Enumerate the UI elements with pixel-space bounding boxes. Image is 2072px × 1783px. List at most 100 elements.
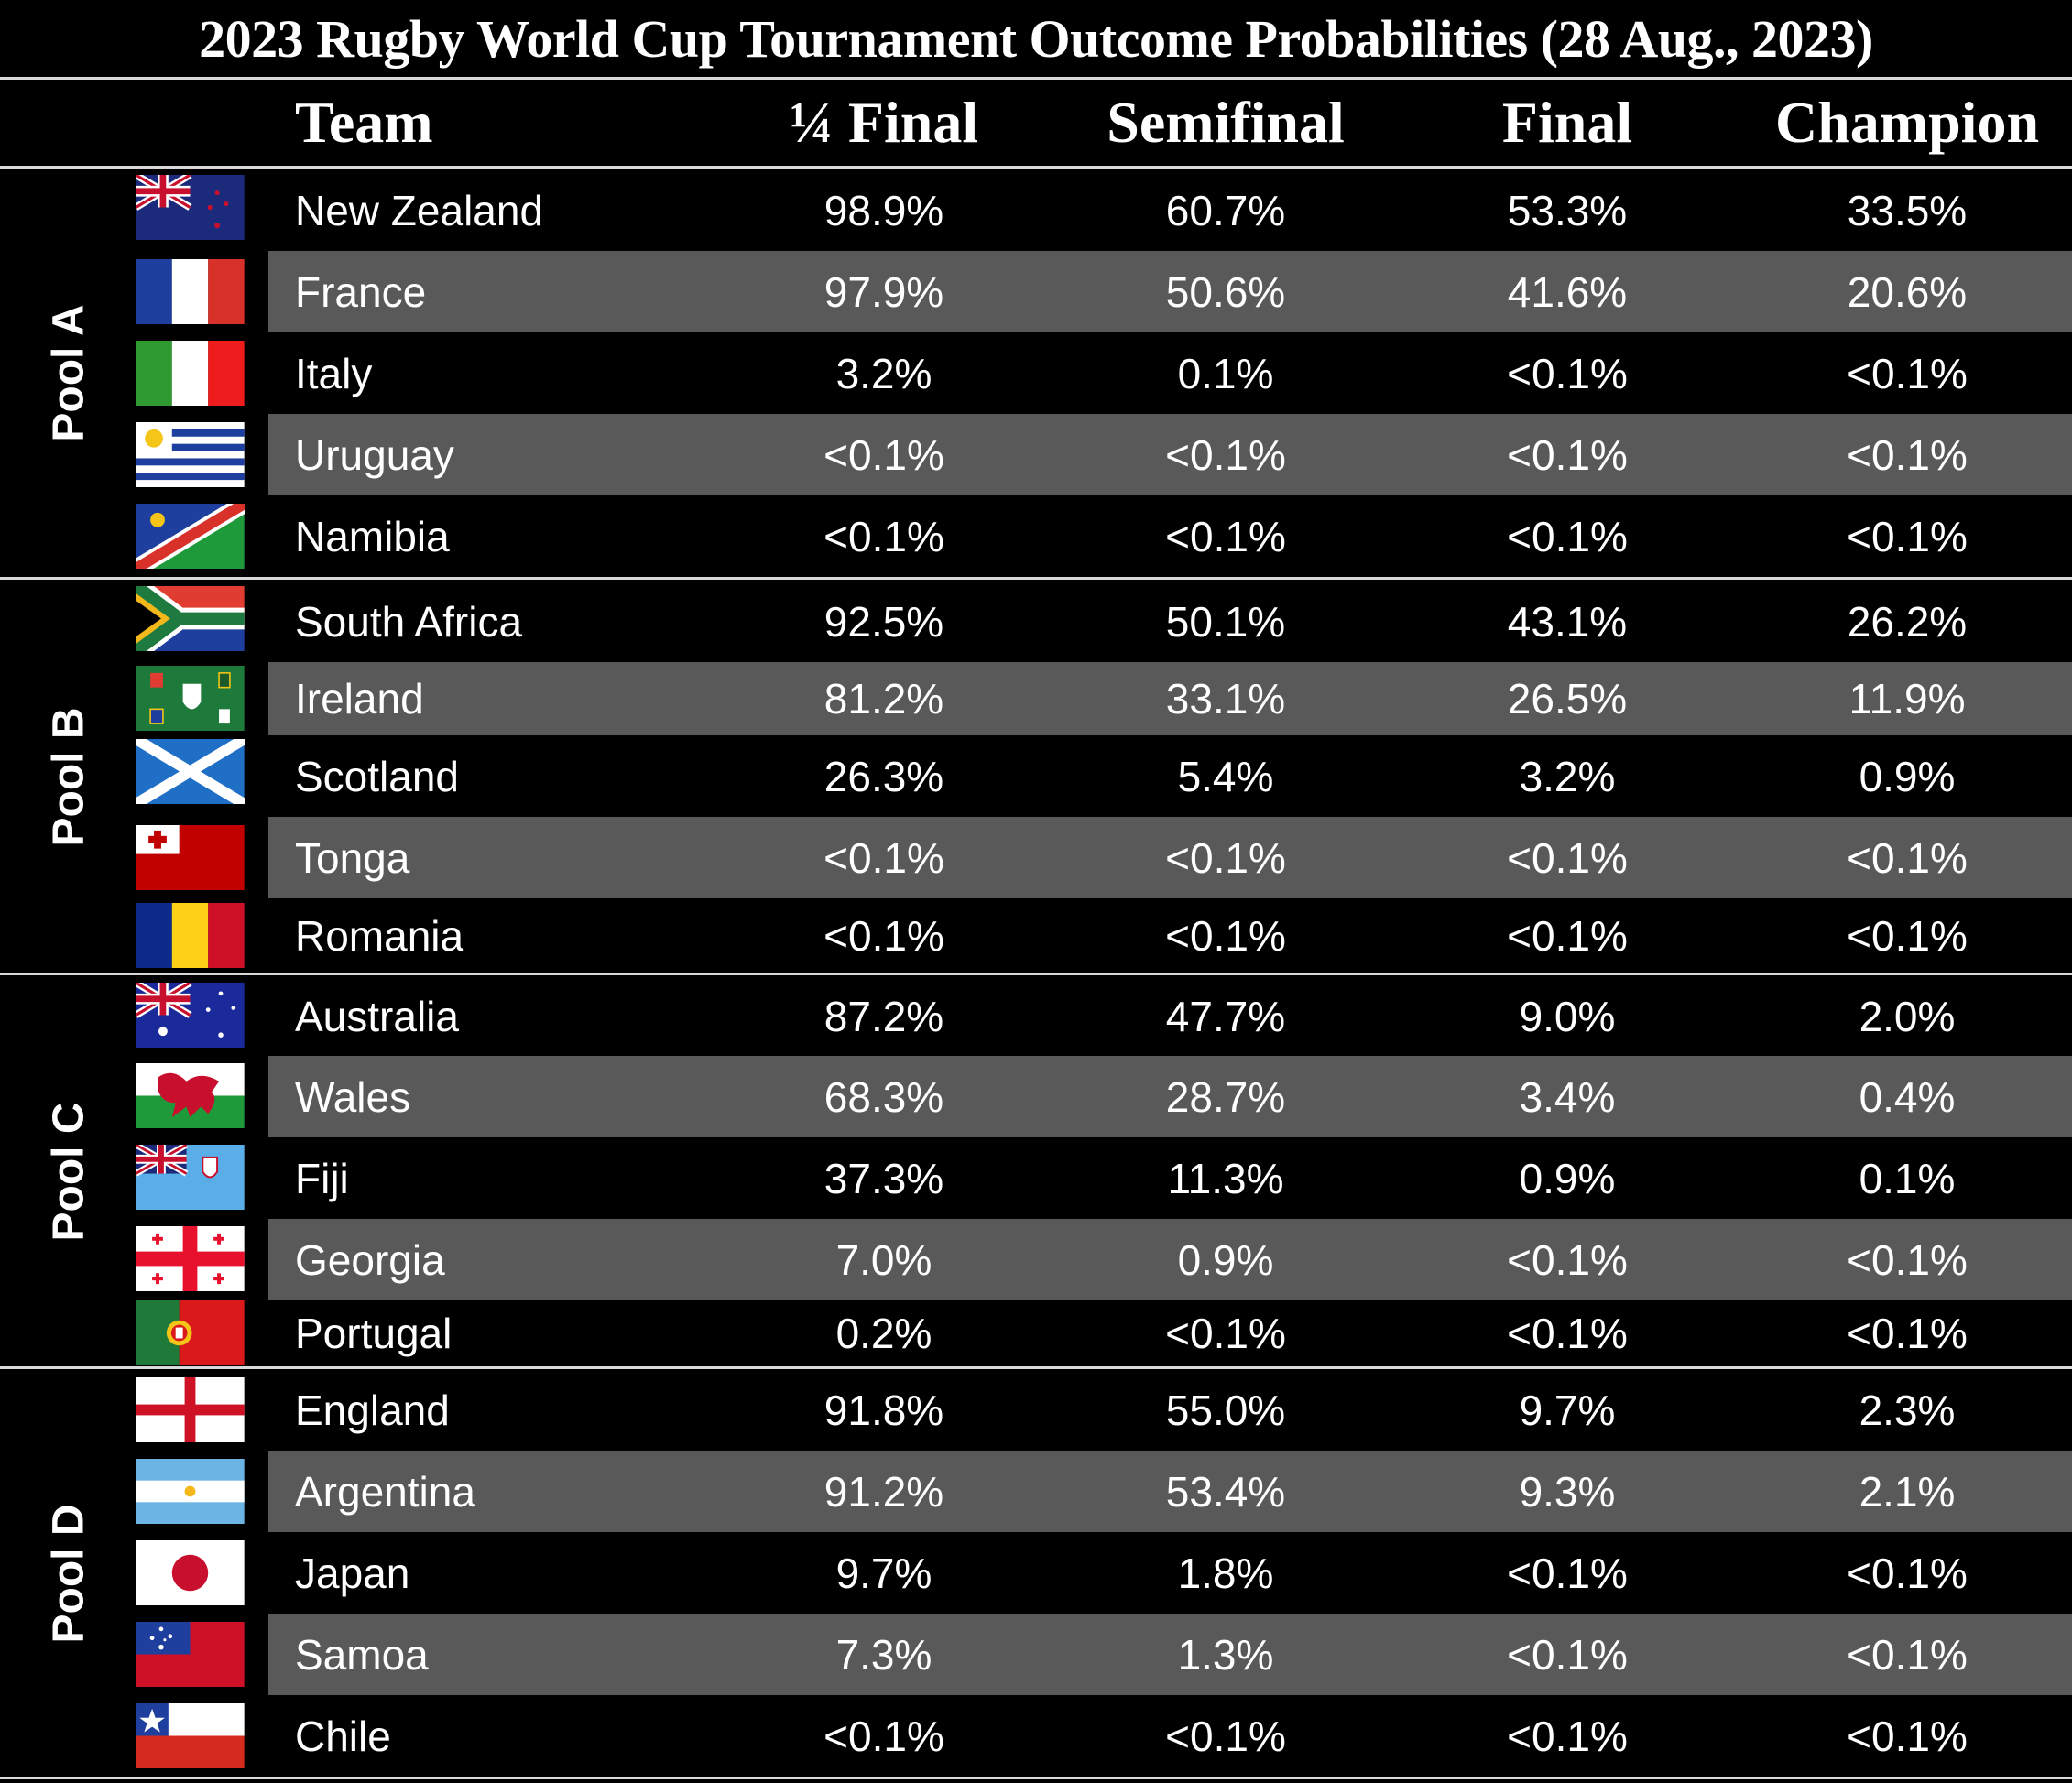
header-quarter-final: ¼ Final: [789, 90, 979, 155]
table-row: Samoa 7.3% 1.3% <0.1% <0.1%: [0, 1614, 2072, 1695]
semifinal-value: 50.6%: [1165, 267, 1286, 316]
header-champion: Champion: [1774, 90, 2040, 155]
table-row: Ireland 81.2% 33.1% 26.5% 11.9%: [0, 662, 2072, 735]
champion-value: <0.1%: [1847, 833, 1968, 882]
semifinal-value: 55.0%: [1165, 1386, 1286, 1434]
final-value: 43.1%: [1507, 597, 1628, 646]
semifinal-value: <0.1%: [1165, 833, 1286, 882]
final-value: <0.1%: [1507, 512, 1628, 560]
quarter-final-value: <0.1%: [823, 833, 944, 882]
table-bottom-border: [0, 1777, 2072, 1779]
table-row: Portugal 0.2% <0.1% <0.1% <0.1%: [0, 1300, 2072, 1366]
quarter-final-value: 0.2%: [835, 1310, 932, 1357]
wales-flag-icon: [136, 1063, 245, 1128]
table-row: Argentina 91.2% 53.4% 9.3% 2.1%: [0, 1451, 2072, 1532]
team-name: Namibia: [295, 512, 450, 560]
quarter-final-value: 9.7%: [835, 1549, 932, 1597]
table-row: New Zealand 98.9% 60.7% 53.3% 33.5%: [0, 169, 2072, 251]
champion-value: 0.1%: [1859, 1154, 1956, 1202]
quarter-final-value: 68.3%: [823, 1072, 944, 1121]
champion-value: 2.1%: [1859, 1467, 1956, 1516]
final-value: <0.1%: [1507, 1310, 1628, 1357]
quarter-final-value: 37.3%: [823, 1154, 944, 1202]
champion-value: <0.1%: [1847, 349, 1968, 397]
japan-flag-icon: [136, 1540, 245, 1605]
semifinal-value: 47.7%: [1165, 992, 1286, 1040]
team-name: Chile: [295, 1712, 391, 1760]
pool-d: Pool D England 91.8% 55.0% 9.7% 2.3% Arg…: [0, 1370, 2072, 1777]
team-name: Georgia: [295, 1235, 445, 1284]
semifinal-value: 1.8%: [1177, 1549, 1274, 1597]
pool-a: Pool A New Zealand 98.9% 60.7% 53.3% 33.…: [0, 169, 2072, 577]
france-flag-icon: [136, 259, 245, 324]
final-value: 9.3%: [1519, 1467, 1616, 1516]
champion-value: 20.6%: [1847, 267, 1968, 316]
quarter-final-value: 91.2%: [823, 1467, 944, 1516]
team-name: Argentina: [295, 1467, 475, 1516]
semifinal-value: <0.1%: [1165, 512, 1286, 560]
champion-value: 11.9%: [1848, 675, 1966, 723]
quarter-final-value: 87.2%: [823, 992, 944, 1040]
pool-divider: [0, 577, 2072, 580]
header-semifinal: Semifinal: [1107, 90, 1345, 155]
champion-value: <0.1%: [1847, 1549, 1968, 1597]
quarter-final-value: 81.2%: [823, 675, 944, 723]
argentina-flag-icon: [136, 1459, 245, 1524]
table-row: Uruguay <0.1% <0.1% <0.1% <0.1%: [0, 414, 2072, 495]
team-name: Australia: [295, 992, 459, 1040]
champion-value: <0.1%: [1847, 1310, 1968, 1357]
table-row: Chile <0.1% <0.1% <0.1% <0.1%: [0, 1695, 2072, 1777]
scotland-flag-icon: [136, 739, 245, 804]
team-name: Tonga: [295, 833, 410, 882]
header-divider: [0, 166, 2072, 169]
final-value: 3.2%: [1519, 752, 1616, 800]
final-value: <0.1%: [1507, 1630, 1628, 1679]
semifinal-value: 0.9%: [1177, 1235, 1274, 1284]
table-row: Romania <0.1% <0.1% <0.1% <0.1%: [0, 898, 2072, 973]
final-value: <0.1%: [1507, 349, 1628, 397]
champion-value: 2.3%: [1859, 1386, 1956, 1434]
pool-divider: [0, 1366, 2072, 1369]
tonga-flag-icon: [136, 825, 245, 890]
team-name: England: [295, 1386, 450, 1434]
team-name: France: [295, 267, 427, 316]
south-africa-flag-icon: [136, 586, 245, 651]
table-row: Japan 9.7% 1.8% <0.1% <0.1%: [0, 1532, 2072, 1614]
chile-flag-icon: [136, 1703, 245, 1768]
semifinal-value: 53.4%: [1165, 1467, 1286, 1516]
semifinal-value: 33.1%: [1165, 675, 1286, 723]
quarter-final-value: 91.8%: [823, 1386, 944, 1434]
georgia-flag-icon: [136, 1226, 245, 1291]
champion-value: 0.9%: [1859, 752, 1956, 800]
champion-value: <0.1%: [1847, 1630, 1968, 1679]
table-row: Tonga <0.1% <0.1% <0.1% <0.1%: [0, 817, 2072, 898]
final-value: <0.1%: [1507, 833, 1628, 882]
samoa-flag-icon: [136, 1622, 245, 1687]
new-zealand-flag-icon: [136, 175, 245, 240]
quarter-final-value: 92.5%: [823, 597, 944, 646]
final-value: <0.1%: [1507, 1235, 1628, 1284]
header-team: Team: [295, 90, 433, 155]
final-value: <0.1%: [1507, 1712, 1628, 1760]
fiji-flag-icon: [136, 1145, 245, 1210]
australia-flag-icon: [136, 983, 245, 1048]
table-row: Scotland 26.3% 5.4% 3.2% 0.9%: [0, 735, 2072, 817]
ireland-rugby-flag-icon: [136, 666, 245, 731]
table-row: Namibia <0.1% <0.1% <0.1% <0.1%: [0, 495, 2072, 577]
final-value: <0.1%: [1507, 430, 1628, 479]
table-row: Georgia 7.0% 0.9% <0.1% <0.1%: [0, 1219, 2072, 1300]
team-name: Uruguay: [295, 430, 454, 479]
table-row: Australia 87.2% 47.7% 9.0% 2.0%: [0, 976, 2072, 1056]
champion-value: 0.4%: [1859, 1072, 1956, 1121]
final-value: <0.1%: [1507, 911, 1628, 960]
team-name: Samoa: [295, 1630, 429, 1679]
england-flag-icon: [136, 1377, 245, 1442]
romania-flag-icon: [136, 903, 245, 968]
team-name: Japan: [295, 1549, 410, 1597]
semifinal-value: <0.1%: [1165, 430, 1286, 479]
quarter-final-value: <0.1%: [823, 430, 944, 479]
quarter-final-value: <0.1%: [823, 512, 944, 560]
team-name: Italy: [295, 349, 373, 397]
final-value: 0.9%: [1519, 1154, 1616, 1202]
final-value: 53.3%: [1507, 186, 1628, 234]
